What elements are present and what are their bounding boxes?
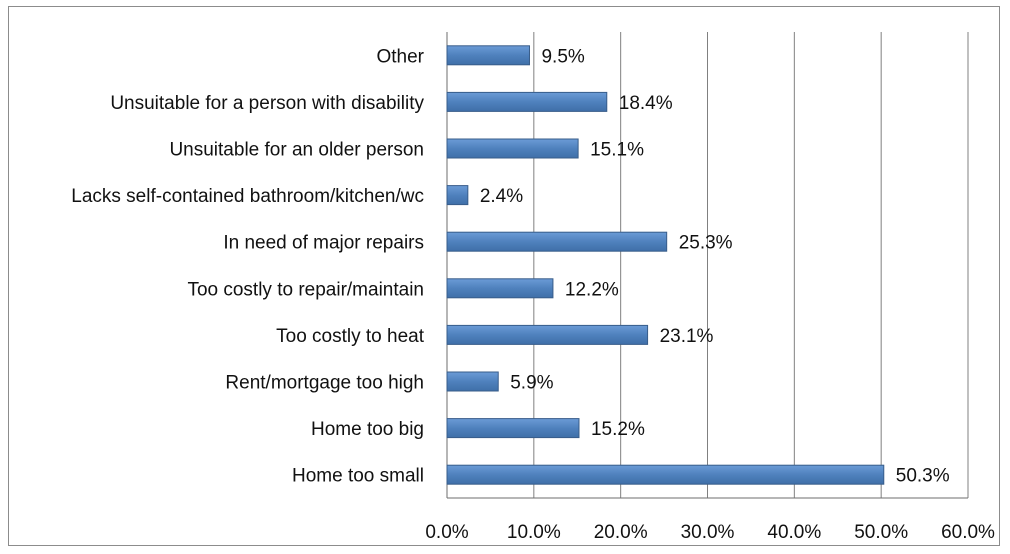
bar [446,278,554,299]
bar [446,45,530,66]
x-tick-label: 50.0% [854,522,908,543]
category-label: Rent/mortgage too high [225,373,424,394]
bar [446,91,608,112]
x-tick-label: 0.0% [425,522,468,543]
category-label: Unsuitable for a person with disability [110,93,424,114]
x-tick-label: 20.0% [594,522,648,543]
x-tick-label: 30.0% [681,522,735,543]
data-label: 12.2% [565,279,619,300]
data-label: 2.4% [480,186,523,207]
category-label: Home too big [311,419,424,440]
bar [446,324,649,345]
data-label: 9.5% [541,46,584,67]
x-tick-label: 40.0% [767,522,821,543]
bar [446,231,668,252]
category-label: Unsuitable for an older person [169,140,424,161]
x-tick-label: 60.0% [941,522,995,543]
category-label: In need of major repairs [223,233,424,254]
bars [446,45,885,485]
data-label: 23.1% [660,326,714,347]
data-label: 15.2% [591,419,645,440]
bar [446,138,579,159]
bar [446,464,885,485]
category-label: Home too small [292,466,424,487]
category-label: Too costly to repair/maintain [187,279,424,300]
x-tick-label: 10.0% [507,522,561,543]
bar [446,185,469,206]
bar [446,371,499,392]
data-label: 50.3% [896,466,950,487]
data-label: 15.1% [590,140,644,161]
category-label: Too costly to heat [276,326,425,347]
data-label: 25.3% [679,233,733,254]
data-label: 18.4% [619,93,673,114]
data-label: 5.9% [510,373,553,394]
category-label: Lacks self-contained bathroom/kitchen/wc [71,186,424,207]
labels: 0.0% 10.0% 20.0% 30.0% 40.0% 50.0% 60.0% Other 9… [71,46,995,543]
bar [446,418,580,439]
category-label: Other [376,46,424,67]
